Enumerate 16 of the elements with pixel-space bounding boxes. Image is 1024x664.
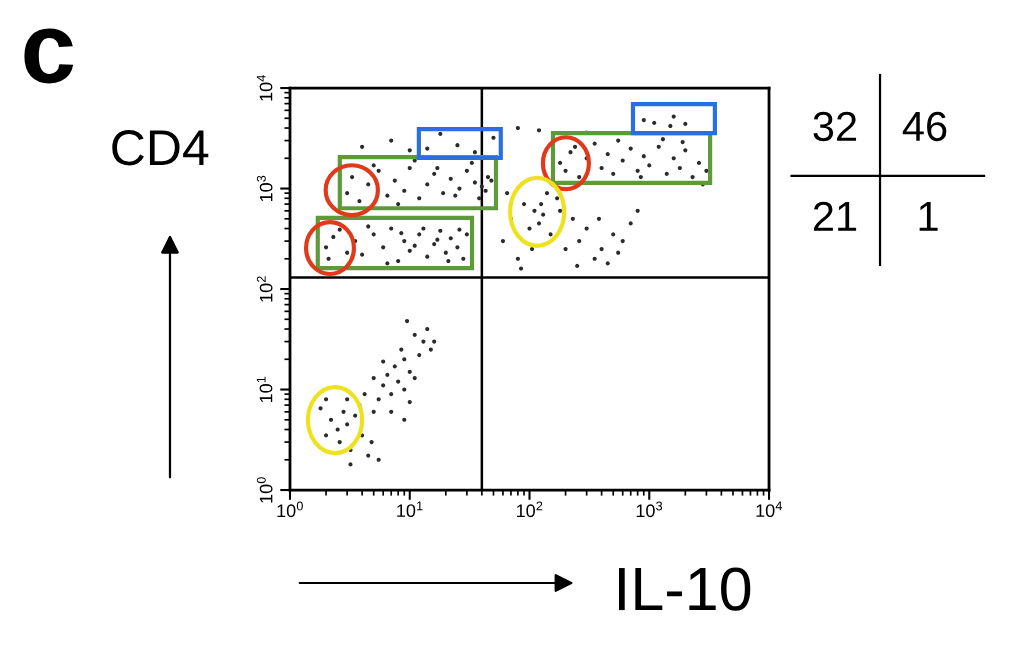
y-tick-label: 10$^{4}$ [256, 75, 273, 101]
y-axis-title: CD4 [112, 130, 209, 166]
text: 32 [813, 111, 857, 142]
text: 21 [813, 201, 857, 231]
x-tick-label: 10$^{2}$ [516, 501, 543, 518]
x-tick-label: 10$^{1}$ [397, 501, 423, 518]
y-tick-label: 10$^{2}$ [256, 276, 273, 302]
text: 1 [919, 202, 938, 231]
chart-title: c [24, 28, 74, 84]
x-tick-label: 10$^{0}$ [277, 501, 303, 518]
x-tick-label: 10$^{3}$ [636, 501, 663, 518]
y-tick-label: 10$^{3}$ [256, 175, 273, 202]
x-tick-label: 10$^{4}$ [756, 501, 783, 518]
x-axis-title: IL-10 [619, 567, 751, 611]
y-tick-label: 10$^{1}$ [256, 376, 273, 403]
text: 46 [902, 111, 947, 142]
